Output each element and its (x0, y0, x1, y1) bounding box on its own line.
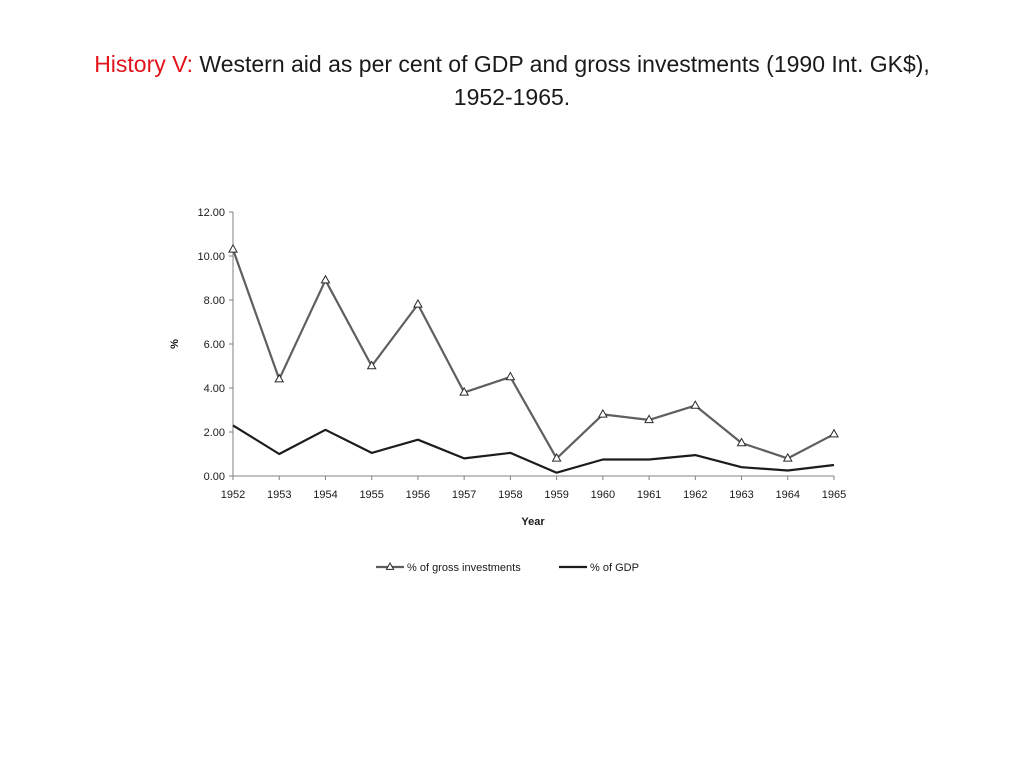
y-tick-label: 10.00 (197, 251, 225, 263)
data-point-marker (366, 360, 377, 370)
legend-swatch-gross-marker (385, 561, 395, 570)
data-point-marker (320, 274, 331, 284)
x-tick-label: 1959 (544, 489, 568, 501)
series-line (232, 424, 835, 474)
x-tick-label: 1962 (683, 489, 707, 501)
chart-series (228, 243, 839, 474)
data-point-marker (690, 400, 701, 409)
legend-label-gross: % of gross investments (407, 562, 521, 574)
data-point-marker (551, 452, 562, 462)
x-tick-label: 1954 (313, 489, 337, 501)
data-point-marker (274, 373, 285, 383)
x-tick-label: 1958 (498, 489, 522, 501)
data-point-marker (644, 414, 654, 424)
x-tick-label: 1964 (776, 489, 800, 501)
y-tick-label: 0.00 (204, 471, 225, 483)
data-point-marker (505, 371, 516, 381)
x-tick-label: 1961 (637, 489, 661, 501)
slide-title: History V: Western aid as per cent of GD… (40, 48, 984, 114)
x-tick-label: 1952 (221, 489, 245, 501)
legend-label-gdp: % of GDP (590, 562, 639, 574)
data-point-marker (597, 408, 608, 418)
x-axis-title: Year (521, 516, 545, 528)
x-tick-label: 1960 (591, 489, 615, 501)
x-tick-label: 1965 (822, 489, 846, 501)
x-tick-label: 1956 (406, 489, 430, 501)
x-tick-label: 1953 (267, 489, 291, 501)
title-main: Western aid as per cent of GDP and gross… (199, 51, 930, 77)
data-point-marker (413, 298, 423, 308)
series-line (231, 249, 835, 460)
y-tick-label: 12.00 (197, 207, 225, 219)
x-tick-label: 1957 (452, 489, 476, 501)
data-point-marker (829, 428, 839, 438)
y-tick-label: 4.00 (204, 383, 225, 395)
data-point-marker (459, 386, 470, 396)
data-point-marker (736, 437, 747, 447)
title-prefix: History V: (94, 51, 194, 77)
data-point-marker (228, 243, 238, 253)
chart-axes: 0.00 2.00 4.00 6.00 8.00 10.00 12.00 1952 1953 19… (169, 207, 846, 528)
y-axis-title: % (169, 339, 181, 349)
y-tick-label: 2.00 (204, 427, 225, 439)
chart-legend: % of gross investments % of GDP (376, 561, 639, 574)
y-tick-label: 6.00 (204, 339, 225, 351)
x-tick-label: 1963 (729, 489, 753, 501)
x-tick-label: 1955 (359, 489, 383, 501)
y-tick-label: 8.00 (204, 295, 225, 307)
data-point-marker (782, 452, 793, 462)
title-line2: 1952-1965. (453, 84, 571, 110)
